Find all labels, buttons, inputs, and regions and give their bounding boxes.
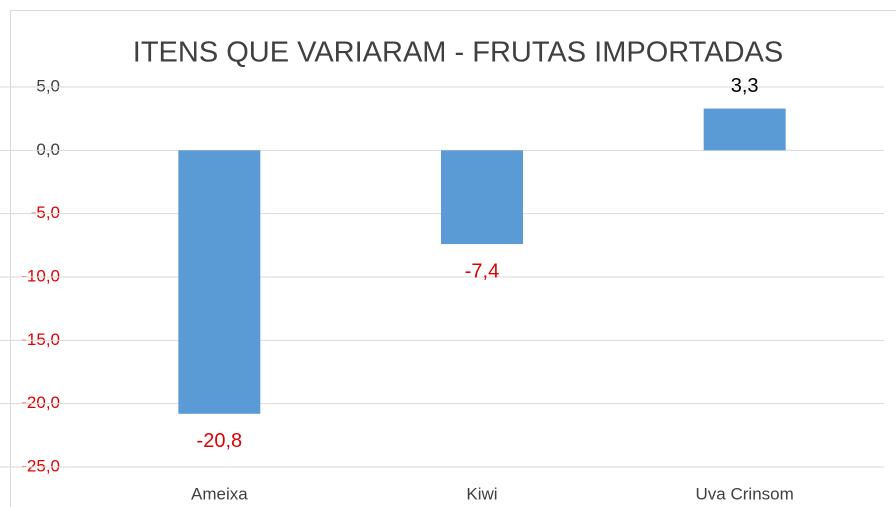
bar	[178, 150, 261, 414]
data-label: 3,3	[731, 75, 759, 97]
y-tick-label: 0,0	[36, 140, 60, 159]
y-tick-label: -5,0	[31, 203, 60, 222]
bar	[703, 108, 786, 151]
chart-title: ITENS QUE VARIARAM - FRUTAS IMPORTADAS	[133, 37, 783, 69]
x-tick-label: Uva Crinsom	[696, 484, 794, 503]
x-tick-label: Kiwi	[466, 484, 497, 503]
y-tick-label: -10,0	[21, 266, 60, 285]
chart-border	[10, 10, 896, 507]
data-label: -7,4	[465, 260, 499, 282]
y-tick-label: 5,0	[36, 76, 60, 95]
y-tick-label: -15,0	[21, 330, 60, 349]
bar	[441, 150, 523, 245]
y-tick-label: -25,0	[21, 456, 60, 475]
y-tick-label: -20,0	[21, 393, 60, 412]
x-tick-label: Ameixa	[191, 484, 248, 503]
data-label: -20,8	[197, 430, 243, 452]
